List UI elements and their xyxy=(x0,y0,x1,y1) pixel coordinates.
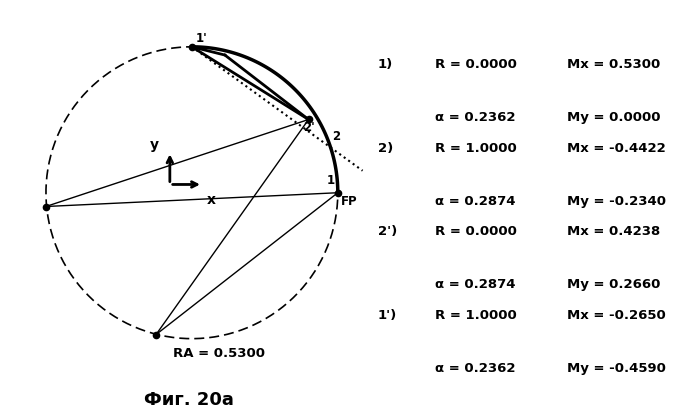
Text: 1'): 1') xyxy=(378,309,398,322)
Text: 1): 1) xyxy=(378,58,393,71)
Text: 1': 1' xyxy=(196,33,208,45)
Text: My = -0.2340: My = -0.2340 xyxy=(567,195,666,208)
Text: R = 0.0000: R = 0.0000 xyxy=(435,225,517,238)
Text: Фиг. 20а: Фиг. 20а xyxy=(144,391,234,409)
Text: α = 0.2362: α = 0.2362 xyxy=(435,111,515,124)
Text: α = 0.2874: α = 0.2874 xyxy=(435,278,515,291)
Text: Mx = 0.5300: Mx = 0.5300 xyxy=(567,58,660,71)
Text: Mx = 0.4238: Mx = 0.4238 xyxy=(567,225,660,238)
Text: 2'): 2') xyxy=(378,225,398,238)
Text: 2): 2) xyxy=(378,142,393,154)
Text: R = 1.0000: R = 1.0000 xyxy=(435,142,517,154)
Text: Mx = -0.2650: Mx = -0.2650 xyxy=(567,309,666,322)
Text: My = 0.0000: My = 0.0000 xyxy=(567,111,661,124)
Text: R = 1.0000: R = 1.0000 xyxy=(435,309,517,322)
Text: FP: FP xyxy=(341,195,357,209)
Text: Mx = -0.4422: Mx = -0.4422 xyxy=(567,142,666,154)
Text: α = 0.2874: α = 0.2874 xyxy=(435,195,515,208)
Text: 1: 1 xyxy=(327,174,335,188)
Text: My = 0.2660: My = 0.2660 xyxy=(567,278,660,291)
Text: α = 0.2362: α = 0.2362 xyxy=(435,362,515,375)
Text: RA = 0.5300: RA = 0.5300 xyxy=(174,347,265,360)
Text: 2: 2 xyxy=(332,130,340,143)
Text: y: y xyxy=(150,138,159,152)
Text: R = 0.0000: R = 0.0000 xyxy=(435,58,517,71)
Text: My = -0.4590: My = -0.4590 xyxy=(567,362,666,375)
Text: 2': 2' xyxy=(303,121,315,134)
Text: x: x xyxy=(207,193,216,207)
